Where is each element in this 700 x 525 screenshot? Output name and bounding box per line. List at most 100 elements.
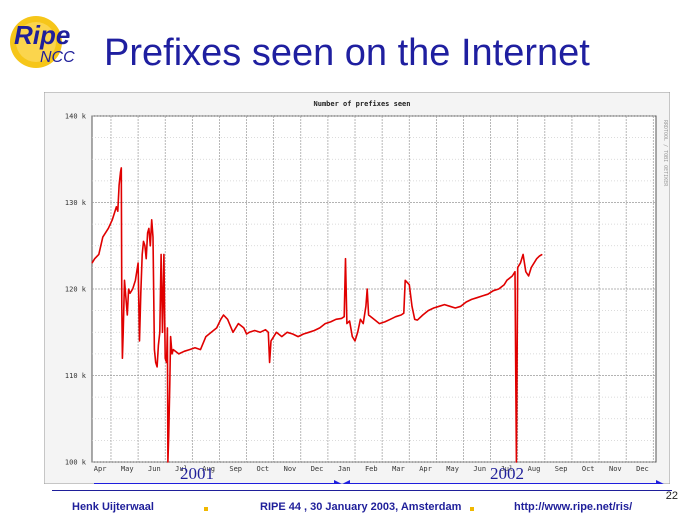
data-point — [145, 258, 147, 260]
data-point — [178, 353, 180, 355]
x-tick-label: Sep — [555, 465, 568, 473]
data-point — [482, 295, 483, 297]
data-point — [354, 340, 356, 342]
data-point — [238, 323, 239, 324]
data-point — [160, 254, 162, 255]
data-point — [114, 210, 116, 212]
data-point — [365, 305, 367, 307]
data-point — [158, 344, 159, 346]
logo-word-ripe: Ripe — [14, 20, 70, 50]
prefix-count-chart: Number of prefixes seen RRDTOOL / TOBI O… — [44, 92, 670, 484]
data-point — [91, 262, 93, 264]
data-point — [246, 333, 247, 335]
data-point — [151, 219, 153, 221]
data-point — [525, 271, 527, 273]
data-point — [324, 323, 326, 324]
data-point — [454, 307, 456, 309]
data-point — [460, 305, 462, 307]
data-point — [259, 331, 261, 333]
data-point — [416, 319, 418, 321]
y-tick-label: 110 k — [65, 372, 87, 380]
data-point — [120, 167, 122, 169]
data-point — [404, 279, 406, 281]
data-point — [128, 288, 130, 290]
data-point — [427, 310, 429, 312]
data-point — [125, 297, 127, 299]
x-tick-label: Aug — [202, 465, 215, 473]
data-point — [319, 327, 321, 329]
data-point — [368, 314, 369, 316]
arrow-head-right-2002 — [656, 480, 664, 484]
data-point — [465, 301, 467, 303]
data-point — [389, 318, 391, 320]
data-point — [98, 254, 100, 255]
data-point — [275, 331, 277, 333]
data-point — [341, 318, 342, 319]
data-point — [414, 318, 416, 320]
slide-title: Prefixes seen on the Internet — [104, 32, 590, 74]
arrow-head-right-2001 — [334, 480, 342, 484]
data-point — [200, 349, 201, 350]
x-tick-label: Sep — [229, 465, 242, 473]
data-point — [122, 331, 124, 333]
logo-word-ncc: NCC — [40, 49, 75, 66]
data-point — [152, 236, 154, 238]
data-point — [408, 284, 410, 286]
data-point — [541, 254, 543, 255]
data-point — [281, 336, 283, 337]
data-point — [533, 262, 535, 264]
data-point — [220, 318, 222, 320]
data-point — [134, 279, 136, 281]
series-points — [91, 167, 543, 463]
data-point — [129, 292, 131, 294]
data-point — [346, 323, 348, 324]
data-point — [530, 266, 532, 268]
data-point — [515, 461, 517, 463]
footer-url[interactable]: http://www.ripe.net/ris/ — [514, 501, 633, 513]
data-point — [124, 279, 125, 281]
data-point — [141, 254, 143, 255]
data-point — [168, 435, 170, 437]
data-point — [120, 171, 121, 173]
year-label-2001: 2001 — [180, 464, 214, 483]
data-point — [169, 383, 171, 385]
data-point — [167, 461, 169, 463]
timeline-arrows — [94, 480, 664, 484]
year-label-2002: 2002 — [490, 464, 524, 483]
data-point — [163, 254, 165, 255]
x-tick-label: Oct — [256, 465, 269, 473]
data-point — [147, 232, 148, 234]
rrdtool-credit: RRDTOOL / TOBI OETIKER — [662, 120, 668, 187]
data-point — [166, 327, 168, 329]
data-point — [345, 258, 346, 260]
data-point — [166, 362, 167, 363]
data-point — [471, 298, 473, 300]
data-point — [292, 333, 294, 335]
data-point — [126, 314, 128, 316]
chart-grid — [92, 115, 656, 463]
x-tick-label: Dec — [636, 465, 649, 473]
footer-event: RIPE 44 , 30 January 2003, Amsterdam — [260, 501, 462, 513]
data-point — [366, 288, 368, 290]
data-point — [254, 330, 256, 331]
data-point — [379, 323, 380, 324]
data-point — [360, 318, 361, 320]
data-point — [297, 336, 299, 337]
x-tick-label: Feb — [365, 465, 378, 473]
data-point — [506, 279, 508, 281]
data-point — [159, 331, 161, 333]
data-point — [520, 262, 521, 264]
y-tick-label: 100 k — [65, 459, 87, 467]
x-tick-label: Nov — [609, 465, 622, 473]
data-point — [148, 228, 150, 229]
data-point — [94, 258, 96, 260]
x-tick-label: Mar — [392, 465, 405, 473]
data-point — [503, 284, 505, 286]
data-point — [522, 254, 524, 255]
x-tick-label: Oct — [582, 465, 595, 473]
x-axis: Apr May Jun Jul Aug Sep Oct Nov Dec Jan Feb Mar Apr M… — [94, 465, 649, 473]
x-tick-label: Apr — [419, 465, 432, 473]
data-point — [403, 312, 405, 314]
data-point — [116, 206, 117, 208]
data-point — [395, 316, 397, 318]
